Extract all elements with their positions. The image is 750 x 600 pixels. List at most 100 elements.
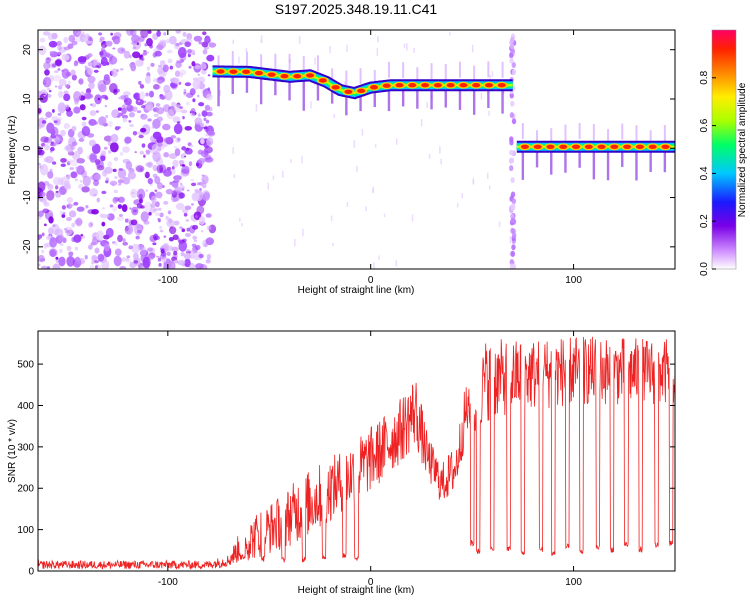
noise-speckle [66,196,74,204]
tone-peak [242,69,251,75]
noise-speckle [167,210,172,215]
tone-tail [316,78,320,101]
tone-tail [564,146,567,173]
noise-speckle [69,203,75,207]
noise-speckle [100,56,108,67]
x-tick-label: 100 [565,275,582,286]
noise-speckle [198,181,203,186]
noise-speckle [55,190,59,193]
noise-speckle [122,117,128,123]
faint-speckle [294,238,296,247]
noise-speckle [135,98,144,106]
tone-peak [597,144,606,149]
noise-speckle [38,108,42,114]
noise-speckle [60,157,67,163]
noise-line-speckle [510,47,515,54]
noise-speckle [147,30,152,34]
noise-speckle [199,263,208,269]
noise-speckle [70,159,79,167]
noise-speckle [152,242,157,246]
tone-tail [487,85,490,108]
tone-tail [331,68,334,85]
noise-speckle [140,127,147,133]
noise-speckle [171,256,178,262]
faint-speckle [426,102,428,108]
noise-speckle [41,120,47,124]
noise-speckle [183,88,187,92]
tone-peak [280,73,289,79]
noise-speckle [194,64,201,70]
noise-speckle [139,246,147,256]
tone-peak [472,82,481,88]
noise-speckle [206,111,213,117]
faint-speckle [332,243,334,247]
noise-speckle [169,65,174,70]
tone-tail [217,71,220,107]
noise-speckle [64,84,70,88]
faint-speckle [356,165,358,173]
noise-speckle [99,51,104,56]
noise-speckle [198,113,201,117]
faint-speckle [272,175,275,181]
noise-speckle [38,234,41,241]
noise-speckle [131,243,140,254]
noise-speckle [165,39,171,44]
noise-speckle [205,133,209,137]
tone-peak [610,144,619,149]
noise-speckle [145,149,151,155]
noise-speckle [181,146,187,151]
noise-line-speckle [511,263,517,269]
noise-speckle [132,252,139,260]
spectrogram-content [38,30,675,269]
noise-speckle [206,93,213,101]
noise-speckle [48,40,58,48]
noise-speckle [138,80,142,85]
noise-speckle [56,40,62,46]
noise-speckle [159,229,164,233]
noise-speckle [135,165,145,173]
noise-speckle [57,112,62,116]
tone-tail [416,67,419,84]
noise-speckle [123,50,131,59]
noise-line-speckle [510,217,515,224]
noise-speckle [107,161,113,167]
noise-speckle [140,113,148,120]
tone-tail [302,75,305,111]
x-tick-label: 0 [368,577,374,588]
noise-speckle [81,170,87,179]
noise-speckle [87,75,96,83]
noise-speckle [109,142,119,153]
noise-speckle [175,42,180,47]
noise-speckle [105,52,111,58]
noise-speckle [200,69,207,75]
noise-speckle [173,123,183,135]
noise-speckle [90,40,94,44]
tone-tail [536,130,539,147]
noise-speckle [162,264,170,269]
noise-speckle [51,63,57,68]
faint-speckle [439,146,441,154]
noise-speckle [140,211,149,222]
noise-speckle [201,110,208,117]
noise-speckle [143,50,147,53]
noise-speckle [139,84,145,89]
faint-speckle [383,213,386,218]
noise-speckle [94,247,100,254]
noise-speckle [191,61,196,67]
noise-speckle [112,35,121,45]
noise-speckle [90,221,93,225]
noise-speckle [155,103,161,107]
noise-speckle [64,183,72,190]
noise-speckle [150,203,156,209]
noise-speckle [201,174,205,177]
noise-speckle [180,153,187,159]
noise-speckle [198,253,204,259]
noise-speckle [109,180,118,186]
noise-speckle [204,156,214,163]
colorbar-tick-label: 0.4 [699,166,710,180]
faint-speckle [310,101,312,109]
noise-line-speckle [509,165,514,172]
noise-speckle [195,215,198,219]
noise-speckle [202,31,207,36]
